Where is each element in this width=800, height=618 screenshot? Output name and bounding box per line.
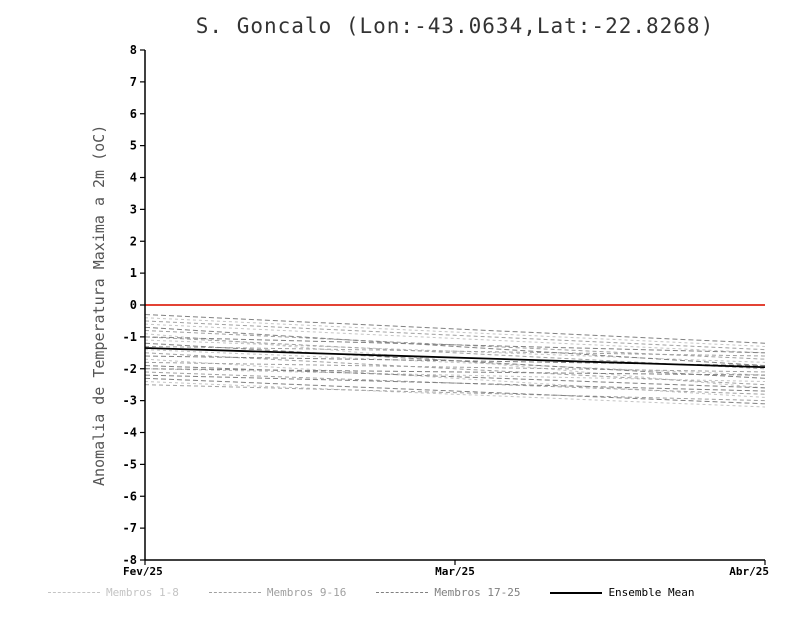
ensemble-member-line [144, 323, 766, 354]
legend-line-sample [48, 592, 100, 593]
legend-line-sample [208, 592, 261, 593]
ensemble-member-line [144, 314, 766, 344]
legend-item-members-1-8: Membros 1-8 [48, 586, 179, 599]
y-tick-label: -6 [123, 489, 137, 503]
y-tick-label: -3 [123, 394, 137, 408]
y-tick-label: 0 [130, 298, 137, 312]
y-tick-label: 5 [130, 139, 137, 153]
ensemble-mean-line [144, 347, 766, 369]
ensemble-member-line [144, 330, 766, 360]
chart-title: S. Goncalo (Lon:-43.0634,Lat:-22.8268) [195, 14, 715, 38]
ensemble-member-line [144, 368, 766, 376]
y-tick-label: -4 [123, 426, 137, 440]
legend-label: Membros 17-25 [434, 586, 521, 599]
ensemble-member-line [144, 345, 766, 357]
x-tick-label: Mar/25 [435, 565, 475, 578]
legend-line-sample [376, 592, 429, 593]
x-tick-label: Abr/25 [729, 565, 769, 578]
legend-label: Membros 1-8 [106, 586, 179, 599]
legend-label: Membros 9-16 [266, 586, 347, 599]
ensemble-member-line [144, 339, 766, 363]
ensemble-member-line [144, 352, 766, 386]
legend-item-ensemble-mean: Ensemble Mean [550, 586, 695, 599]
y-tick-label: 3 [130, 202, 137, 216]
y-tick-label: -5 [123, 457, 137, 471]
ensemble-member-line [144, 336, 766, 370]
legend-line-sample [550, 591, 603, 594]
y-tick-label: 4 [130, 171, 137, 185]
ensemble-member-line [144, 336, 766, 354]
y-tick-label: 6 [130, 107, 137, 121]
ensemble-member-line [144, 361, 766, 373]
y-tick-label: -2 [123, 362, 137, 376]
legend-item-members-9-16: Membros 9-16 [208, 586, 347, 599]
ensemble-member-line [144, 368, 766, 382]
ensemble-member-line [144, 384, 766, 402]
ensemble-member-line [144, 371, 766, 395]
y-tick-label: 1 [130, 266, 137, 280]
ensemble-member-line [144, 317, 766, 347]
anomaly-line-chart: -8 -7 -6 -5 -4 -3 -2 -1 0 1 2 3 4 5 6 7 8 Fev/25 Mar/25 Abr… [123, 43, 769, 578]
legend-label: Ensemble Mean [608, 586, 695, 599]
ensemble-member-line [144, 333, 766, 389]
ensemble-member-line [144, 374, 766, 392]
ensemble-member-line [144, 342, 766, 379]
ensemble-member-line [144, 381, 766, 408]
ensemble-member-line [144, 320, 766, 351]
ensemble-member-line [144, 358, 766, 398]
legend-item-members-17-25: Membros 17-25 [376, 586, 520, 599]
y-tick-label: -7 [123, 521, 137, 535]
ensemble-member-line [144, 349, 766, 376]
y-tick-label: 2 [130, 234, 137, 248]
y-tick-label: 8 [130, 43, 137, 57]
y-tick-label: 7 [130, 75, 137, 89]
y-tick-label: -1 [123, 330, 137, 344]
chart-legend: Membros 1-8 Membros 9-16 Membros 17-25 E… [48, 586, 778, 599]
y-tick-label: -8 [123, 553, 137, 567]
x-tick-label: Fev/25 [123, 565, 163, 578]
ensemble-member-line [144, 326, 766, 367]
